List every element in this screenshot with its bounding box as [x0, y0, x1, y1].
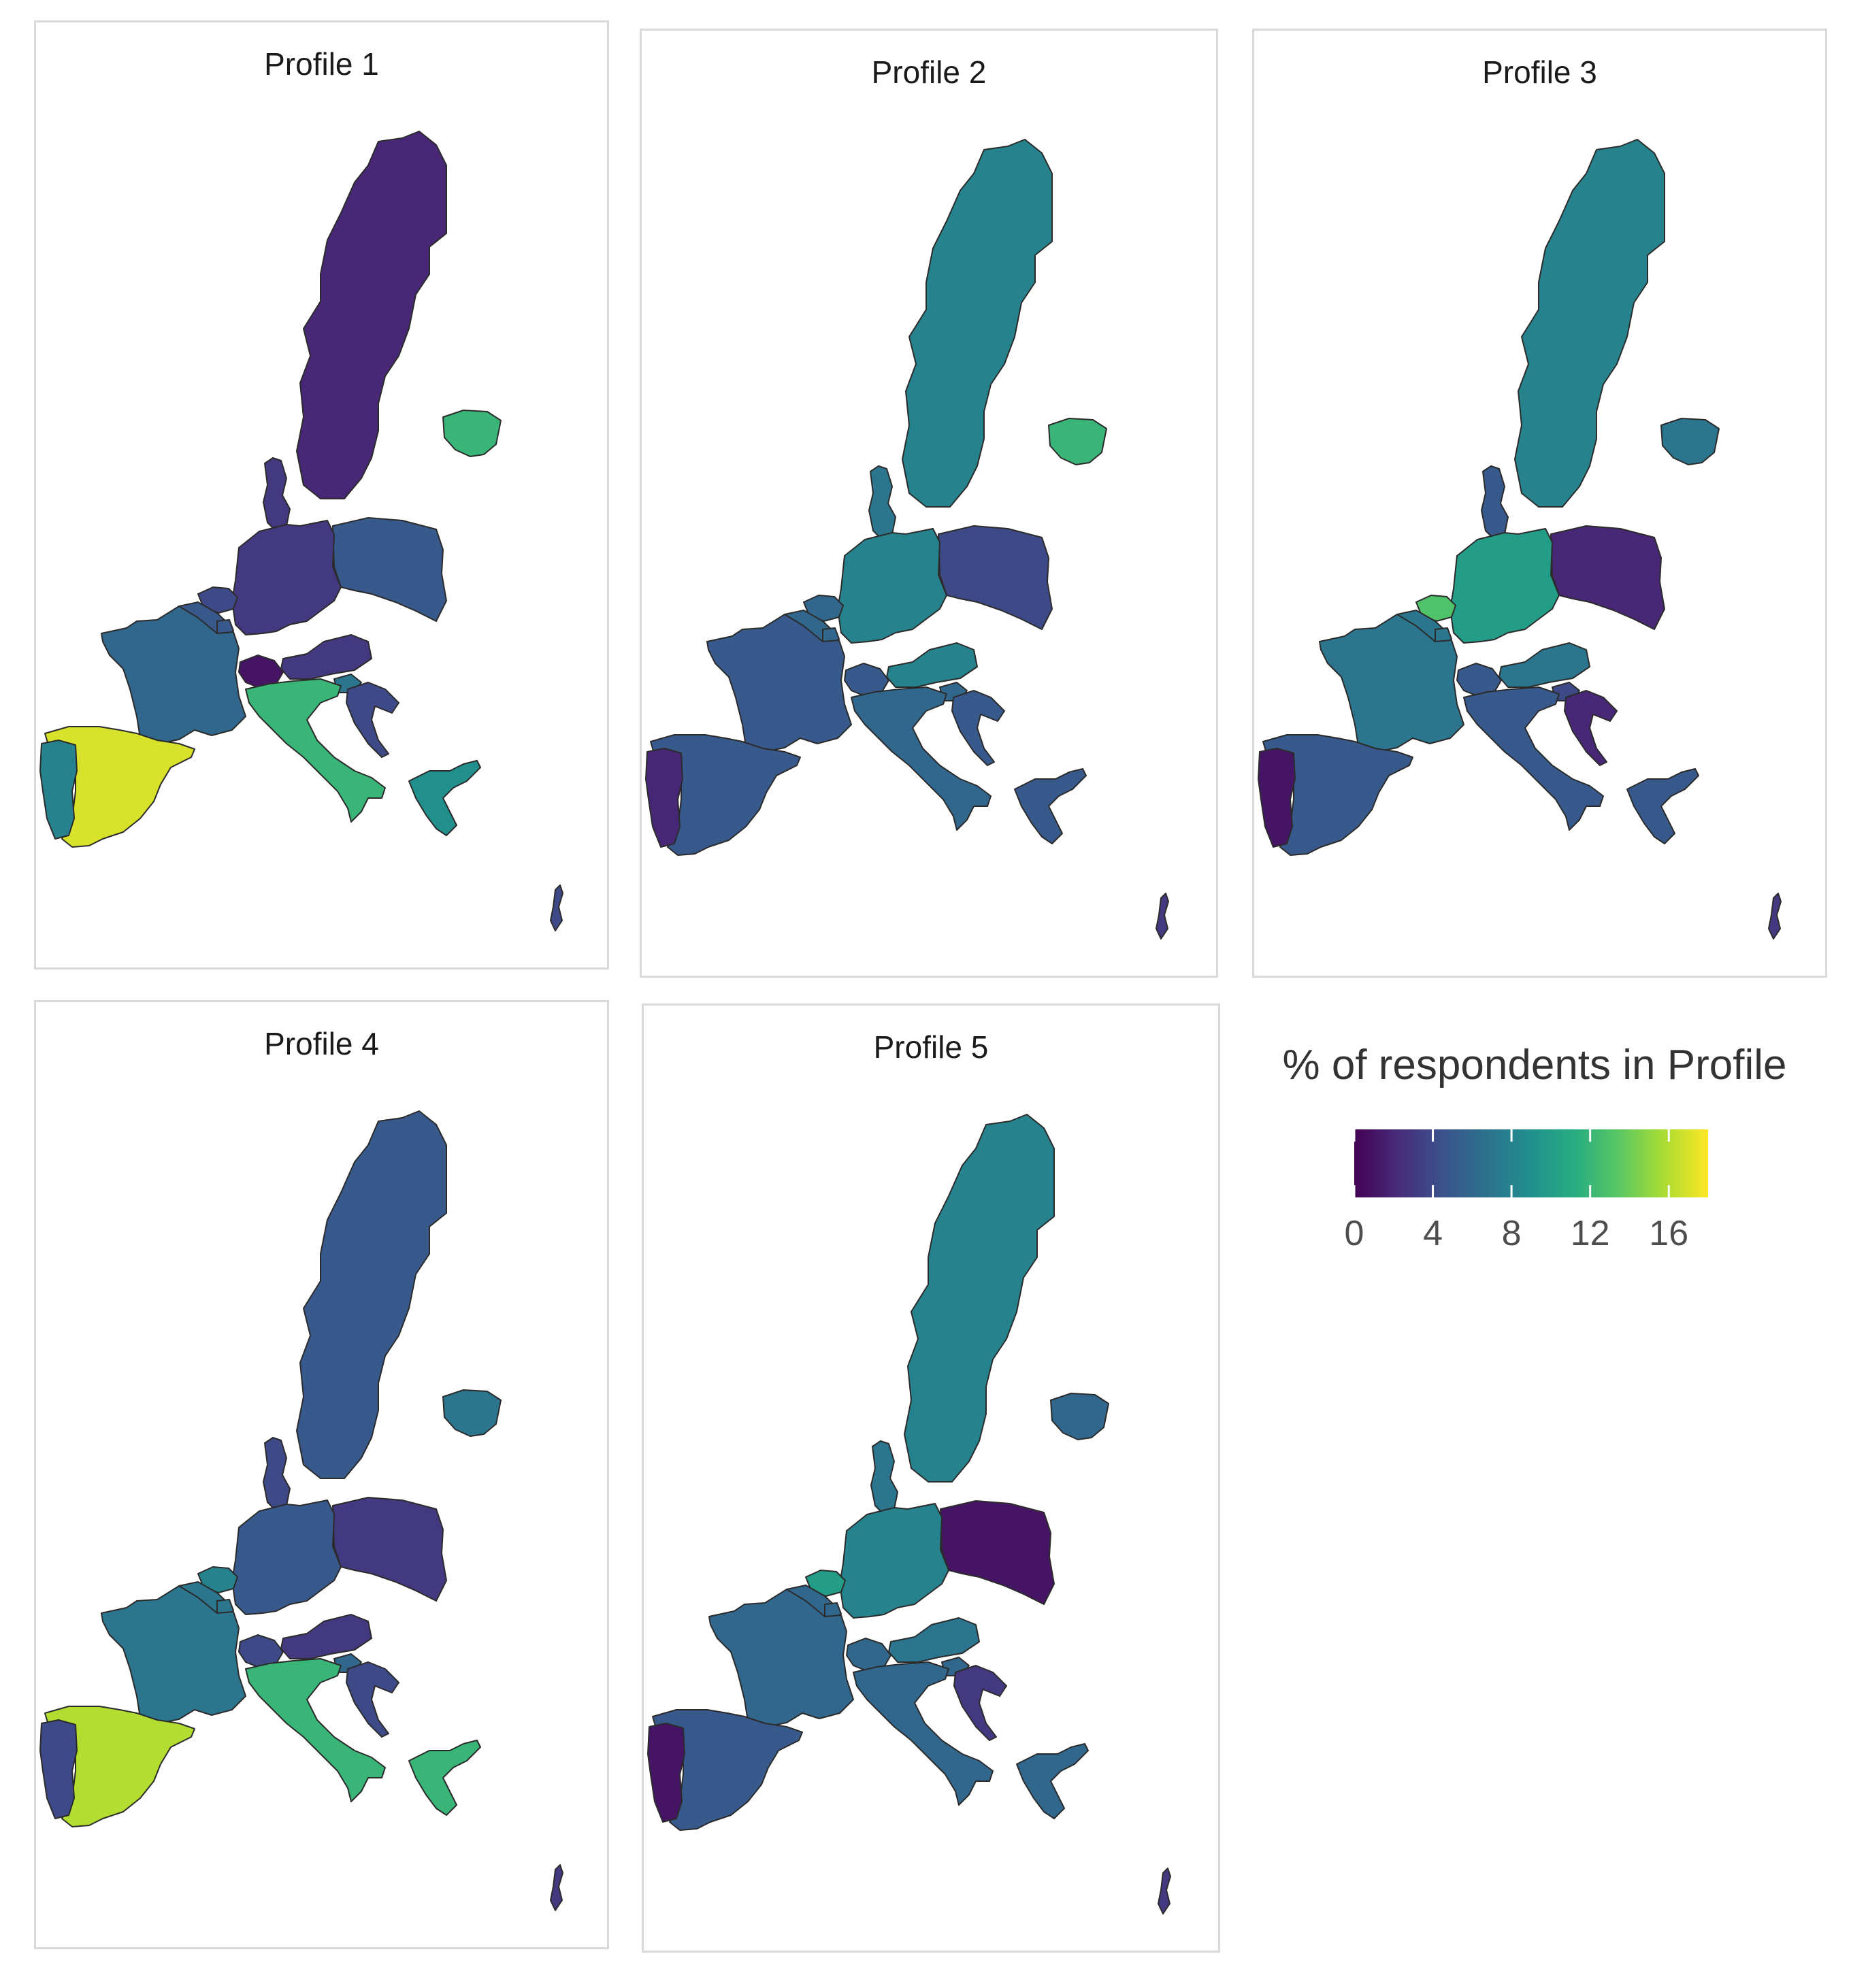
legend-colorbar: 0 4 8 12 16 [1345, 1129, 1708, 1253]
country-portugal [647, 1723, 685, 1823]
country-croatia [951, 690, 1005, 766]
panel-title: Profile 4 [264, 1026, 379, 1061]
country-austria [888, 1617, 980, 1663]
map-panel-1: Profile 1 [34, 20, 609, 970]
country-italy [1463, 686, 1604, 831]
country-poland [1550, 525, 1665, 630]
country-sweden [904, 1114, 1055, 1482]
legend-tick-label: 4 [1423, 1214, 1443, 1253]
country-finland [1048, 418, 1107, 465]
country-sweden [902, 139, 1053, 508]
map-panel-3: Profile 3 [1252, 29, 1827, 978]
choropleth-map [1258, 139, 1782, 940]
country-croatia [346, 682, 399, 758]
legend-gradient-bar [1354, 1129, 1708, 1197]
legend-tick-label: 12 [1571, 1214, 1610, 1253]
legend-title: % of respondents in Profile [1282, 1042, 1787, 1089]
country-germany [1449, 528, 1560, 644]
country-poland [332, 1497, 447, 1602]
choropleth-map [647, 1114, 1171, 1915]
country-austria [886, 642, 978, 688]
country-sweden [1514, 139, 1665, 508]
country-italy [245, 1658, 386, 1802]
country-denmark [263, 457, 291, 532]
country-austria [280, 634, 372, 680]
choropleth-map [39, 1110, 563, 1911]
country-cyprus [1158, 1868, 1171, 1915]
country-spain [652, 1709, 803, 1831]
country-finland [1660, 418, 1720, 465]
country-cyprus [550, 884, 563, 931]
country-croatia [953, 1665, 1007, 1741]
choropleth-map [645, 139, 1169, 940]
country-france [101, 1585, 246, 1724]
country-germany [231, 520, 342, 635]
choropleth-map [39, 131, 563, 931]
country-finland [1050, 1393, 1109, 1440]
country-cyprus [550, 1864, 563, 1911]
country-poland [332, 517, 447, 622]
panel-title: Profile 5 [873, 1029, 989, 1065]
country-greece [1014, 768, 1087, 844]
panel-title: Profile 3 [1482, 54, 1597, 90]
country-france [101, 606, 246, 744]
country-spain [44, 726, 195, 848]
panel-title: Profile 1 [264, 46, 379, 82]
country-denmark [870, 1440, 898, 1515]
country-portugal [39, 1719, 78, 1819]
country-greece [1016, 1743, 1089, 1819]
country-portugal [645, 748, 683, 848]
country-denmark [1481, 465, 1509, 540]
country-greece [1626, 768, 1699, 844]
country-spain [44, 1706, 195, 1827]
country-cyprus [1156, 893, 1169, 940]
country-sweden [296, 131, 447, 499]
legend-tick-label: 8 [1502, 1214, 1522, 1253]
country-finland [442, 410, 502, 457]
legend-tick-label: 16 [1649, 1214, 1688, 1253]
country-france [708, 1589, 854, 1727]
country-germany [839, 1503, 949, 1619]
country-poland [940, 1500, 1055, 1605]
country-portugal [39, 740, 78, 840]
country-italy [245, 678, 386, 823]
country-portugal [1258, 748, 1296, 848]
country-germany [837, 528, 947, 644]
country-austria [280, 1614, 372, 1659]
map-panel-2: Profile 2 [640, 29, 1218, 978]
country-finland [442, 1389, 502, 1437]
panel-title: Profile 2 [871, 54, 987, 90]
country-france [1319, 614, 1464, 752]
country-greece [408, 760, 481, 836]
country-cyprus [1768, 893, 1782, 940]
country-sweden [296, 1110, 447, 1479]
country-greece [408, 1740, 481, 1816]
country-germany [231, 1500, 342, 1615]
country-poland [938, 525, 1053, 630]
country-spain [650, 734, 801, 856]
country-italy [853, 1661, 994, 1806]
country-italy [851, 686, 992, 831]
country-croatia [1564, 690, 1618, 766]
country-denmark [868, 465, 896, 540]
country-denmark [263, 1437, 291, 1512]
map-panel-4: Profile 4 [34, 1000, 609, 1949]
legend-tick-label: 0 [1345, 1214, 1364, 1253]
legend: % of respondents in Profile 0 4 8 12 16 [1245, 1041, 1824, 1272]
map-panel-5: Profile 5 [642, 1004, 1220, 1953]
country-austria [1498, 642, 1590, 688]
country-france [706, 614, 852, 752]
country-spain [1262, 734, 1413, 856]
country-croatia [346, 1661, 399, 1738]
